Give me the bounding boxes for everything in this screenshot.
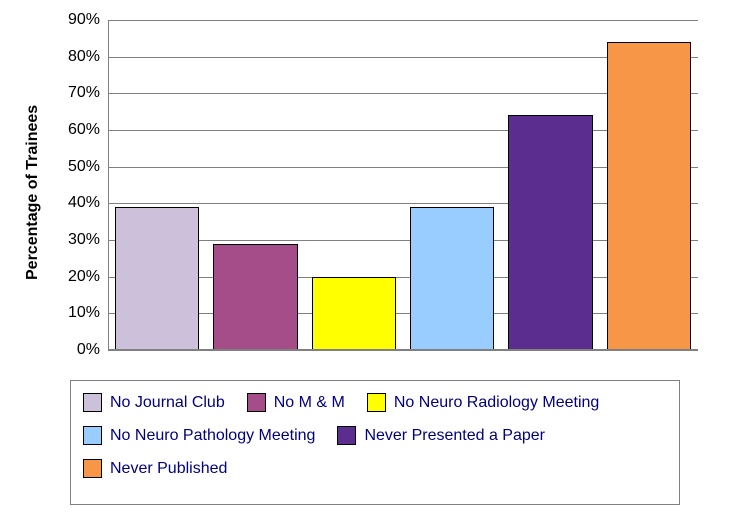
legend-swatch: [247, 393, 266, 412]
legend-swatch: [83, 426, 102, 445]
legend-swatch: [337, 426, 356, 445]
y-tick-label: 20%: [50, 268, 100, 286]
bar: [508, 115, 593, 350]
legend-item: No Neuro Pathology Meeting: [83, 426, 315, 445]
y-tick-label: 10%: [50, 304, 100, 322]
legend-label: No Neuro Radiology Meeting: [394, 394, 599, 412]
legend-item: No Neuro Radiology Meeting: [367, 393, 599, 412]
legend-row: No Journal Club No M & M No Neuro Radiolog…: [83, 393, 667, 426]
legend-row: No Neuro Pathology Meeting Never Presente…: [83, 426, 667, 459]
legend-label: No Journal Club: [110, 394, 225, 412]
y-tick-label: 30%: [50, 231, 100, 249]
y-tick-label: 90%: [50, 11, 100, 29]
legend-label: Never Presented a Paper: [364, 427, 545, 445]
bar: [410, 207, 495, 350]
bar: [607, 42, 692, 350]
legend-item: Never Published: [83, 459, 227, 478]
y-tick-label: 50%: [50, 158, 100, 176]
y-tick-label: 0%: [50, 341, 100, 359]
gridline: [108, 20, 698, 21]
legend: No Journal Club No M & M No Neuro Radiolog…: [70, 380, 680, 505]
legend-swatch: [367, 393, 386, 412]
legend-item: Never Presented a Paper: [337, 426, 545, 445]
y-tick-label: 70%: [50, 84, 100, 102]
x-axis-line: [108, 349, 698, 350]
y-axis-title: Percentage of Trainees: [24, 105, 42, 280]
legend-label: Never Published: [110, 460, 227, 478]
bar: [213, 244, 298, 350]
y-tick-label: 40%: [50, 194, 100, 212]
y-tick-label: 60%: [50, 121, 100, 139]
y-tick-label: 80%: [50, 48, 100, 66]
legend-item: No Journal Club: [83, 393, 225, 412]
chart-figure: Percentage of Trainees 0% 10% 20% 30% 40% 50%…: [0, 0, 746, 521]
legend-label: No Neuro Pathology Meeting: [110, 427, 315, 445]
legend-swatch: [83, 459, 102, 478]
legend-label: No M & M: [274, 394, 345, 412]
legend-item: No M & M: [247, 393, 345, 412]
legend-swatch: [83, 393, 102, 412]
legend-row: Never Published: [83, 459, 667, 492]
y-axis-line: [108, 20, 109, 350]
plot-area: [108, 20, 698, 350]
bar: [312, 277, 397, 350]
gridline: [108, 350, 698, 351]
bar: [115, 207, 200, 350]
